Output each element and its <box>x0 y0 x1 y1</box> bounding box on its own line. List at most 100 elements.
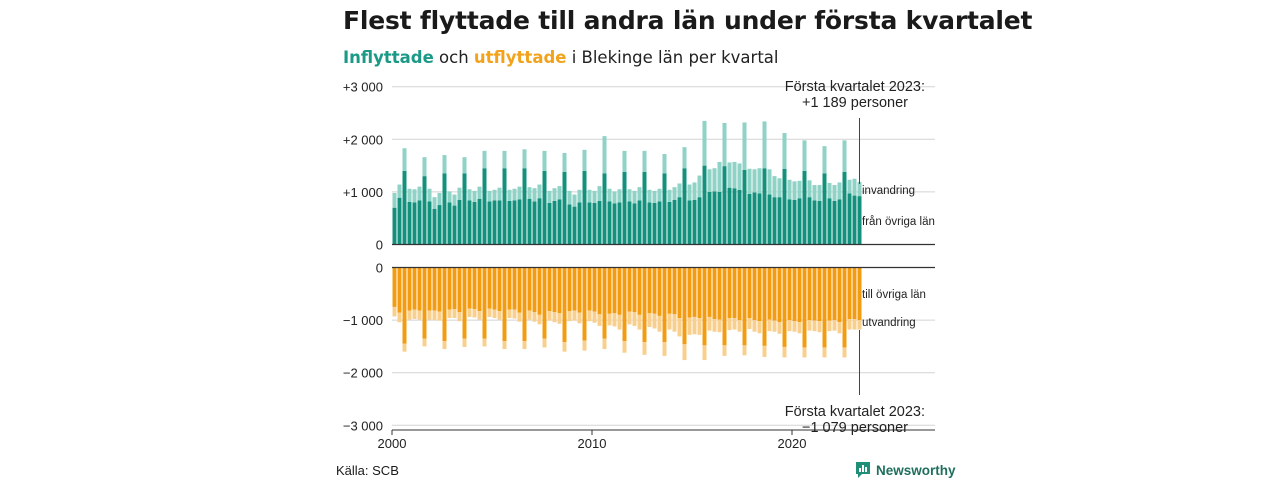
bar-invandring <box>637 187 642 201</box>
bar-fran-ovriga-lan <box>602 173 607 245</box>
bar-fran-ovriga-lan <box>487 201 492 245</box>
bar-till-ovriga-lan <box>832 267 837 321</box>
bar-till-ovriga-lan <box>817 267 822 322</box>
bar-invandring <box>482 150 487 169</box>
bar-till-ovriga-lan <box>557 267 562 314</box>
bar-fran-ovriga-lan <box>492 200 497 245</box>
bar-utvandring <box>557 313 562 324</box>
bar-fran-ovriga-lan <box>692 199 697 245</box>
bar-till-ovriga-lan <box>732 267 737 318</box>
bar-invandring <box>692 182 697 200</box>
bar-till-ovriga-lan <box>542 267 547 339</box>
bar-utvandring <box>842 347 847 358</box>
bar-till-ovriga-lan <box>437 267 442 312</box>
bar-utvandring <box>477 311 482 320</box>
bar-till-ovriga-lan <box>532 267 537 313</box>
bar-till-ovriga-lan <box>757 267 762 322</box>
bar-invandring <box>542 150 547 171</box>
bar-invandring <box>682 147 687 169</box>
bar-invandring <box>402 148 407 171</box>
bar-utvandring <box>532 312 537 322</box>
bar-fran-ovriga-lan <box>587 202 592 245</box>
bar-utvandring <box>542 338 547 348</box>
bar-fran-ovriga-lan <box>662 173 667 245</box>
bar-till-ovriga-lan <box>782 267 787 347</box>
bar-till-ovriga-lan <box>502 267 507 342</box>
bar-utvandring <box>512 309 517 319</box>
bar-invandring <box>762 121 767 169</box>
bar-utvandring <box>507 309 512 318</box>
bar-till-ovriga-lan <box>837 267 842 323</box>
bar-utvandring <box>582 340 587 351</box>
bar-fran-ovriga-lan <box>792 199 797 245</box>
bar-utvandring <box>422 338 427 347</box>
bar-till-ovriga-lan <box>687 267 692 318</box>
bar-invandring <box>427 188 432 202</box>
bar-invandring <box>412 189 417 203</box>
bar-invandring <box>812 185 817 201</box>
bar-till-ovriga-lan <box>467 267 472 309</box>
bar-invandring <box>512 188 517 201</box>
bar-invandring <box>702 120 707 166</box>
bar-fran-ovriga-lan <box>657 201 662 245</box>
bar-utvandring <box>787 320 792 332</box>
bar-invandring <box>707 169 712 192</box>
bar-fran-ovriga-lan <box>637 200 642 245</box>
bar-utvandring <box>627 311 632 325</box>
bar-till-ovriga-lan <box>607 267 612 314</box>
bar-fran-ovriga-lan <box>702 165 707 245</box>
chart-title: Flest flyttade till andra län under förs… <box>343 6 1033 35</box>
bar-utvandring <box>812 320 817 332</box>
bar-invandring <box>527 187 532 199</box>
bar-invandring <box>507 189 512 201</box>
bar-utvandring <box>497 311 502 320</box>
bar-utvandring <box>657 315 662 332</box>
bar-till-ovriga-lan <box>512 267 517 310</box>
bar-till-ovriga-lan <box>497 267 502 312</box>
bar-invandring <box>457 187 462 200</box>
y-tick-label: 0 <box>376 261 383 276</box>
bar-fran-ovriga-lan <box>522 168 527 245</box>
y-tick-label: 0 <box>376 238 383 253</box>
bar-utvandring <box>632 312 637 326</box>
bar-utvandring <box>602 338 607 350</box>
bar-utvandring <box>432 310 437 321</box>
bar-utvandring <box>697 317 702 335</box>
bar-utvandring <box>612 313 617 327</box>
bar-utvandring <box>672 314 677 332</box>
bar-fran-ovriga-lan <box>842 171 847 245</box>
bar-fran-ovriga-lan <box>467 200 472 245</box>
bar-invandring <box>547 190 552 203</box>
bar-invandring <box>647 189 652 203</box>
bar-till-ovriga-lan <box>672 267 677 315</box>
bar-utvandring <box>537 314 542 325</box>
bar-till-ovriga-lan <box>617 267 622 315</box>
bar-utvandring <box>577 312 582 324</box>
bar-utvandring <box>857 320 862 330</box>
bar-fran-ovriga-lan <box>617 202 622 245</box>
bar-utvandring <box>817 321 822 333</box>
bar-invandring <box>697 175 702 198</box>
bar-invandring <box>852 178 857 196</box>
bar-till-ovriga-lan <box>642 267 647 343</box>
bar-till-ovriga-lan <box>842 267 847 348</box>
bar-invandring <box>857 181 862 197</box>
bar-invandring <box>597 186 602 201</box>
y-tick-label: +1 000 <box>343 185 383 200</box>
bar-utvandring <box>427 310 432 320</box>
bar-utvandring <box>752 320 757 332</box>
bar-fran-ovriga-lan <box>772 197 777 245</box>
bar-fran-ovriga-lan <box>687 200 692 245</box>
bar-invandring <box>677 183 682 198</box>
bar-utvandring <box>692 316 697 335</box>
bar-till-ovriga-lan <box>577 267 582 313</box>
x-tick-label: 2010 <box>578 436 607 451</box>
bar-till-ovriga-lan <box>407 267 412 311</box>
bar-utvandring <box>562 342 567 352</box>
bar-till-ovriga-lan <box>712 267 717 320</box>
bar-utvandring <box>462 338 467 347</box>
bar-till-ovriga-lan <box>822 267 827 348</box>
bar-fran-ovriga-lan <box>462 173 467 245</box>
bar-utvandring <box>797 322 802 334</box>
bar-till-ovriga-lan <box>477 267 482 312</box>
